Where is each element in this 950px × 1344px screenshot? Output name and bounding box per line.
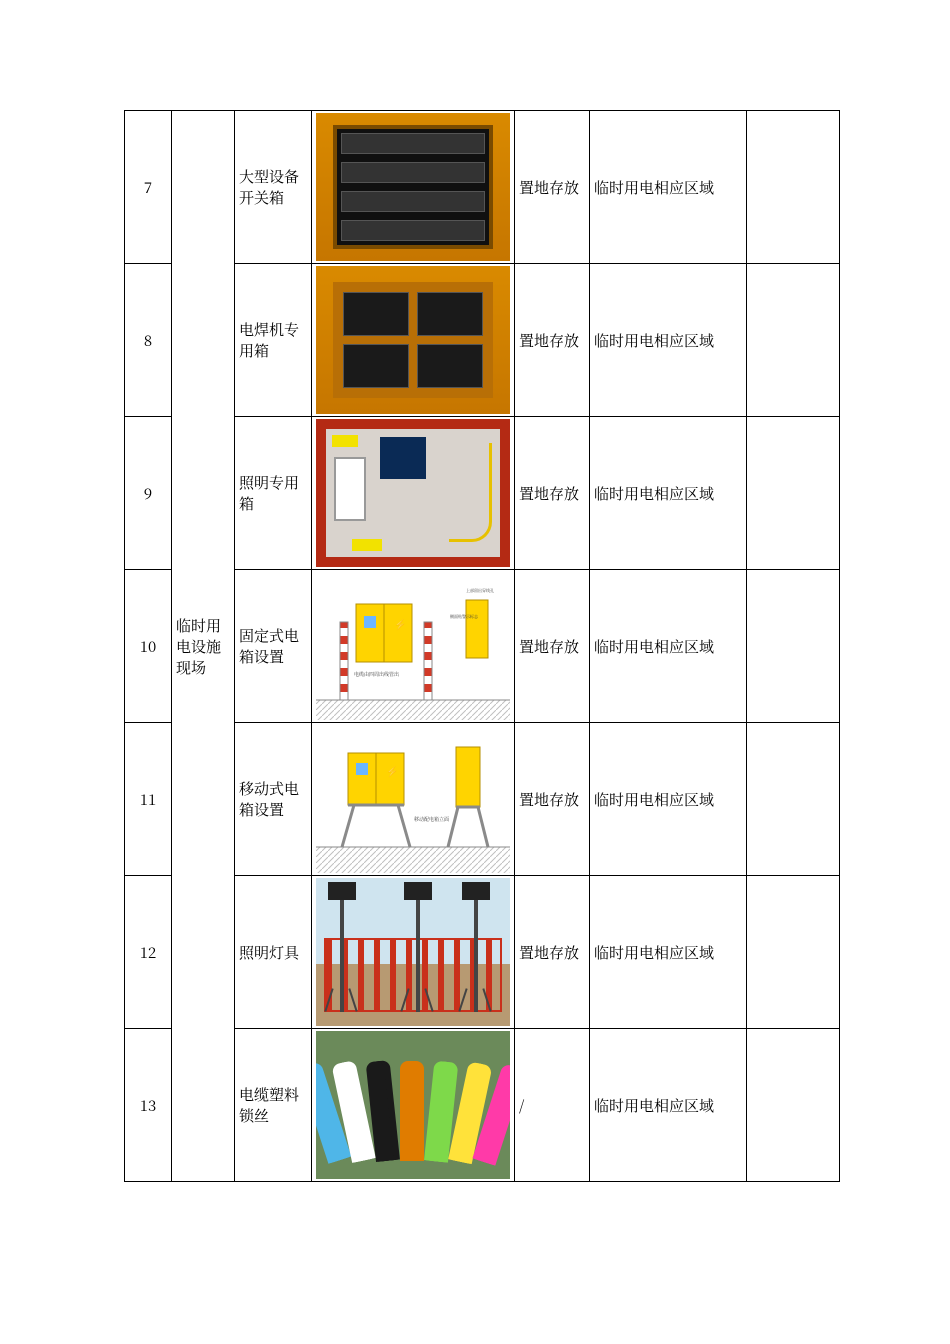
document-page: 7 临时用电设施现场 大型设备开关箱 置地存放 临时用电相应区域 8 电焊机专用… — [0, 0, 950, 1344]
svg-text:电缆由四周出线管出: 电缆由四周出线管出 — [354, 671, 399, 678]
zone: 临时用电相应区域 — [590, 111, 747, 264]
remark — [747, 1029, 840, 1182]
item-image-cell — [312, 876, 515, 1029]
zone: 临时用电相应区域 — [590, 417, 747, 570]
item-image-cell — [312, 111, 515, 264]
table-row: 7 临时用电设施现场 大型设备开关箱 置地存放 临时用电相应区域 — [125, 111, 840, 264]
remark — [747, 876, 840, 1029]
zone: 临时用电相应区域 — [590, 876, 747, 1029]
item-image-cell: ⚡ 电缆由四周出线管出 上部留出穿线孔 侧面贴警示标志 — [312, 570, 515, 723]
item-name: 移动式电箱设置 — [235, 723, 312, 876]
item-name: 照明灯具 — [235, 876, 312, 1029]
storage-mode: 置地存放 — [515, 417, 590, 570]
zone: 临时用电相应区域 — [590, 570, 747, 723]
item-name: 电焊机专用箱 — [235, 264, 312, 417]
item-name: 固定式电箱设置 — [235, 570, 312, 723]
equipment-diagram: ⚡ 移动配电箱立面 — [316, 725, 510, 873]
remark — [747, 264, 840, 417]
item-image-cell: ⚡ 移动配电箱立面 — [312, 723, 515, 876]
remark — [747, 417, 840, 570]
remark — [747, 723, 840, 876]
svg-text:上部留出穿线孔: 上部留出穿线孔 — [466, 587, 494, 594]
equipment-diagram: ⚡ 电缆由四周出线管出 上部留出穿线孔 侧面贴警示标志 — [316, 572, 510, 720]
svg-text:⚡: ⚡ — [394, 616, 406, 631]
svg-text:侧面贴警示标志: 侧面贴警示标志 — [450, 613, 479, 620]
item-name: 大型设备开关箱 — [235, 111, 312, 264]
storage-mode: 置地存放 — [515, 876, 590, 1029]
item-image-cell — [312, 417, 515, 570]
equipment-photo — [316, 266, 510, 414]
row-number: 9 — [125, 417, 172, 570]
row-number: 8 — [125, 264, 172, 417]
equipment-photo — [316, 419, 510, 567]
category-cell: 临时用电设施现场 — [172, 111, 235, 1182]
item-image-cell — [312, 264, 515, 417]
zone: 临时用电相应区域 — [590, 1029, 747, 1182]
svg-text:移动配电箱立面: 移动配电箱立面 — [414, 816, 449, 823]
zone: 临时用电相应区域 — [590, 264, 747, 417]
item-image-cell — [312, 1029, 515, 1182]
remark — [747, 111, 840, 264]
zone: 临时用电相应区域 — [590, 723, 747, 876]
row-number: 10 — [125, 570, 172, 723]
equipment-photo — [316, 113, 510, 261]
row-number: 13 — [125, 1029, 172, 1182]
storage-mode: 置地存放 — [515, 723, 590, 876]
row-number: 12 — [125, 876, 172, 1029]
equipment-table: 7 临时用电设施现场 大型设备开关箱 置地存放 临时用电相应区域 8 电焊机专用… — [124, 110, 840, 1182]
storage-mode: 置地存放 — [515, 264, 590, 417]
svg-text:⚡: ⚡ — [386, 763, 398, 778]
storage-mode: 置地存放 — [515, 570, 590, 723]
item-name: 电缆塑料锁丝 — [235, 1029, 312, 1182]
equipment-photo — [316, 878, 510, 1026]
row-number: 7 — [125, 111, 172, 264]
equipment-photo — [316, 1031, 510, 1179]
remark — [747, 570, 840, 723]
storage-mode: 置地存放 — [515, 111, 590, 264]
storage-mode: / — [515, 1029, 590, 1182]
item-name: 照明专用箱 — [235, 417, 312, 570]
row-number: 11 — [125, 723, 172, 876]
